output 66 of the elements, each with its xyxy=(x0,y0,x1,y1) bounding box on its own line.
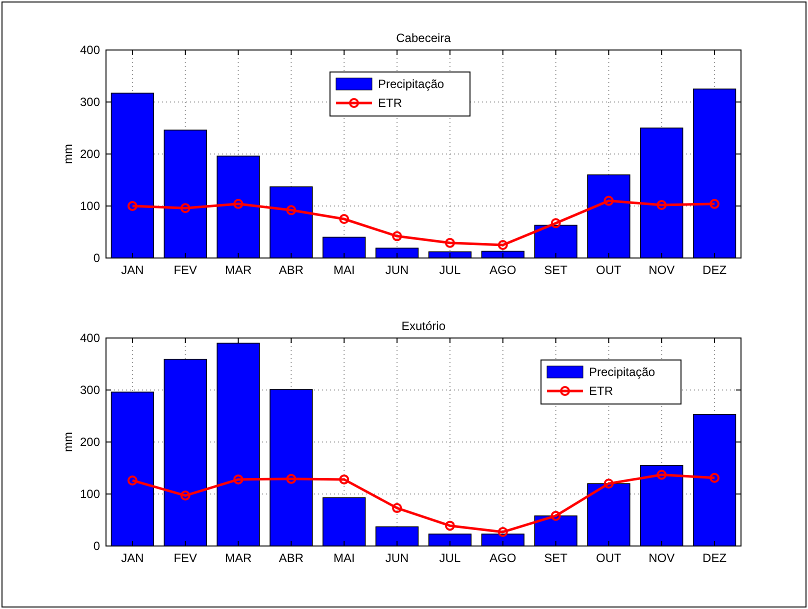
x-tick-label: JAN xyxy=(121,263,144,277)
point xyxy=(392,503,402,514)
y-tick-label: 400 xyxy=(80,331,100,346)
x-tick-label: JAN xyxy=(121,551,144,565)
point xyxy=(127,475,138,486)
y-tick-label: 0 xyxy=(93,539,100,554)
x-tick-label: ABR xyxy=(278,551,304,565)
x-tick-label: JUL xyxy=(439,551,461,565)
x-tick-label: JUN xyxy=(385,263,409,277)
point xyxy=(710,198,720,209)
x-tick-label: SET xyxy=(544,551,568,565)
y-tick-label: 0 xyxy=(93,251,100,266)
point xyxy=(444,520,455,531)
y-tick-label: 200 xyxy=(80,435,100,450)
point xyxy=(498,240,508,250)
y-axis-title: mm xyxy=(61,432,75,452)
point xyxy=(498,526,508,537)
x-tick-label: FEV xyxy=(174,263,198,277)
point xyxy=(180,203,190,214)
point xyxy=(286,205,296,216)
x-tick-label: MAI xyxy=(333,551,355,565)
x-tick-label: MAI xyxy=(333,263,355,277)
point xyxy=(339,474,350,484)
x-tick-label: OUT xyxy=(596,263,622,277)
legend-label: Precipitação xyxy=(589,365,656,380)
point xyxy=(656,200,667,210)
x-tick-label: SET xyxy=(544,263,568,277)
point xyxy=(233,474,244,484)
point xyxy=(550,510,561,521)
point xyxy=(392,231,402,242)
x-tick-label: FEV xyxy=(174,551,198,565)
legend-label: Precipitação xyxy=(378,77,444,92)
y-axis-title: mm xyxy=(61,144,75,164)
x-tick-label: JUN xyxy=(385,551,409,565)
point xyxy=(444,238,455,248)
x-tick-label: NOV xyxy=(648,263,675,277)
x-tick-label: DEZ xyxy=(702,263,727,277)
legend-label: ETR xyxy=(589,384,614,398)
point xyxy=(233,198,244,209)
y-tick-label: 200 xyxy=(80,147,100,162)
x-tick-label: NOV xyxy=(648,551,675,565)
x-tick-label: DEZ xyxy=(702,551,727,565)
point xyxy=(286,474,296,484)
point xyxy=(604,478,614,489)
x-tick-label: JUL xyxy=(439,263,461,277)
point xyxy=(604,196,614,206)
point xyxy=(710,472,720,483)
point xyxy=(550,218,561,228)
x-tick-label: AGO xyxy=(490,263,516,277)
x-tick-label: OUT xyxy=(596,551,622,565)
x-tick-label: ABR xyxy=(278,263,304,277)
point xyxy=(339,214,350,224)
chart-title: Exutório xyxy=(401,319,446,333)
y-tick-label: 100 xyxy=(80,487,100,502)
point xyxy=(127,201,138,211)
y-tick-label: 400 xyxy=(80,43,100,58)
point xyxy=(180,490,190,501)
x-tick-label: MAR xyxy=(224,263,252,277)
x-tick-label: AGO xyxy=(490,551,516,565)
y-tick-label: 300 xyxy=(80,383,100,398)
y-tick-label: 100 xyxy=(80,199,100,214)
point xyxy=(656,470,667,480)
x-tick-label: MAR xyxy=(224,551,252,565)
chart-title: Cabeceira xyxy=(396,31,452,45)
y-tick-label: 300 xyxy=(80,95,100,110)
legend-label: ETR xyxy=(378,96,402,110)
